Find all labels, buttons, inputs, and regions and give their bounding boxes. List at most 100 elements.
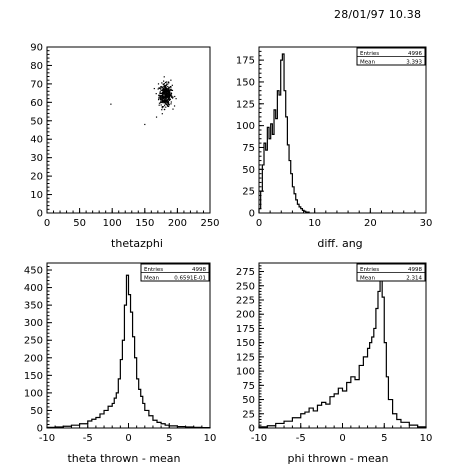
scatter-point [163, 80, 165, 82]
histogram-bin [108, 406, 112, 428]
histogram-bin [305, 412, 309, 428]
x-tick-label: 5 [381, 433, 387, 444]
scatter-point [171, 84, 173, 86]
y-tick-label: 20 [30, 172, 43, 183]
scatter-point [161, 107, 163, 109]
y-tick-label: 125 [236, 99, 255, 110]
scatter-point [167, 83, 169, 85]
x-tick-label: 10 [308, 218, 321, 229]
y-tick-label: 80 [30, 61, 43, 72]
scatter-point [163, 91, 165, 93]
scatter-point [169, 87, 171, 89]
y-tick-label: 0 [249, 424, 255, 435]
histogram-bin [351, 377, 355, 428]
x-tick-label: 20 [364, 218, 377, 229]
stats-box: Entries 4998 Mean 2.314 [356, 263, 426, 282]
scatter-point [168, 94, 170, 96]
y-tick-label: 50 [30, 116, 43, 127]
scatter-point [163, 93, 165, 95]
scatter-point [169, 92, 171, 94]
histogram-outline [258, 268, 427, 428]
scatter-point [167, 90, 169, 92]
scatter-point [163, 83, 166, 85]
histogram-bin [292, 418, 300, 428]
x-tick-label: 50 [73, 218, 86, 229]
scatter-point [160, 88, 162, 90]
scatter-outlier [167, 105, 169, 107]
scatter-point [165, 83, 168, 85]
stats-label: Entries [360, 51, 379, 57]
scatter-point [162, 95, 164, 97]
stats-label: Entries [144, 267, 163, 273]
scatter-point [161, 97, 163, 99]
histogram-bin [269, 139, 271, 213]
scatter-point [165, 88, 167, 90]
scatter-point [161, 82, 163, 84]
scatter-point [167, 92, 169, 94]
scatter-point [166, 99, 168, 102]
histogram-bin [266, 150, 268, 213]
scatter-point [159, 102, 162, 104]
histogram-bin [276, 119, 278, 213]
x-tick-label: -5 [83, 433, 93, 444]
scatter-point [164, 96, 166, 98]
scatter-point [169, 86, 172, 88]
scatter-point [163, 104, 166, 106]
x-tick-label: 30 [420, 218, 433, 229]
y-tick-label: 250 [236, 281, 255, 292]
scatter-point [172, 108, 174, 110]
histogram-bin [161, 424, 165, 428]
stats-label: Mean [144, 276, 159, 282]
chart-panel-2: 0 10 20 30 0 25 50 75 100 125 150 175 diff. ang Entri… [236, 46, 433, 250]
histogram-bin [88, 421, 92, 428]
scatter-point [165, 102, 167, 104]
stats-box: Entries 4998 Mean 0.6591E-01 [140, 263, 210, 282]
scatter-point [164, 98, 166, 100]
scatter-outlier [157, 83, 160, 85]
scatter-point [161, 85, 163, 88]
scatter-point [171, 89, 174, 92]
histogram-bin [272, 134, 274, 213]
scatter-point [165, 84, 167, 86]
scatter-point [157, 88, 159, 90]
histogram-bin [104, 410, 108, 428]
scatter-point [161, 99, 164, 102]
scatter-point [164, 97, 166, 99]
histogram-bin [157, 422, 161, 428]
scatter-point [171, 97, 174, 99]
stats-value: 0.6591E-01 [174, 276, 206, 282]
histogram-bin [372, 337, 374, 428]
histogram-bin [96, 417, 100, 428]
scatter-point [160, 98, 162, 101]
scatter-point [168, 87, 170, 89]
scatter-point [164, 95, 166, 97]
histogram-outline [46, 274, 211, 429]
y-tick-label: 25 [242, 409, 255, 420]
scatter-point [169, 95, 171, 97]
scatter-point [162, 101, 164, 103]
scatter-point [162, 94, 164, 97]
scatter-point [159, 97, 162, 99]
scatter-point [160, 96, 162, 99]
scatter-point [168, 90, 170, 92]
y-tick-label: 50 [30, 406, 43, 417]
chart-panel-3: -10 -5 0 5 10050100150200250300350400450thet… [24, 262, 216, 465]
y-tick-label: 60 [30, 98, 43, 109]
scatter-point [166, 100, 168, 103]
scatter-point [166, 95, 168, 97]
scatter-point [167, 96, 169, 98]
scatter-point [158, 96, 160, 98]
scatter-point [166, 88, 169, 90]
scatter-point [167, 89, 169, 91]
scatter-point [168, 89, 170, 92]
y-tick-label: 275 [236, 267, 255, 278]
scatter-point [167, 101, 170, 103]
scatter-point [165, 81, 168, 83]
datestamp: 28/01/97 10.38 [334, 8, 422, 21]
scatter-point [168, 105, 170, 108]
chart-title: diff. ang [317, 237, 362, 250]
scatter-point [164, 93, 167, 95]
scatter-point [167, 85, 169, 88]
scatter-point [160, 94, 162, 97]
y-tick-label: 300 [24, 318, 43, 329]
